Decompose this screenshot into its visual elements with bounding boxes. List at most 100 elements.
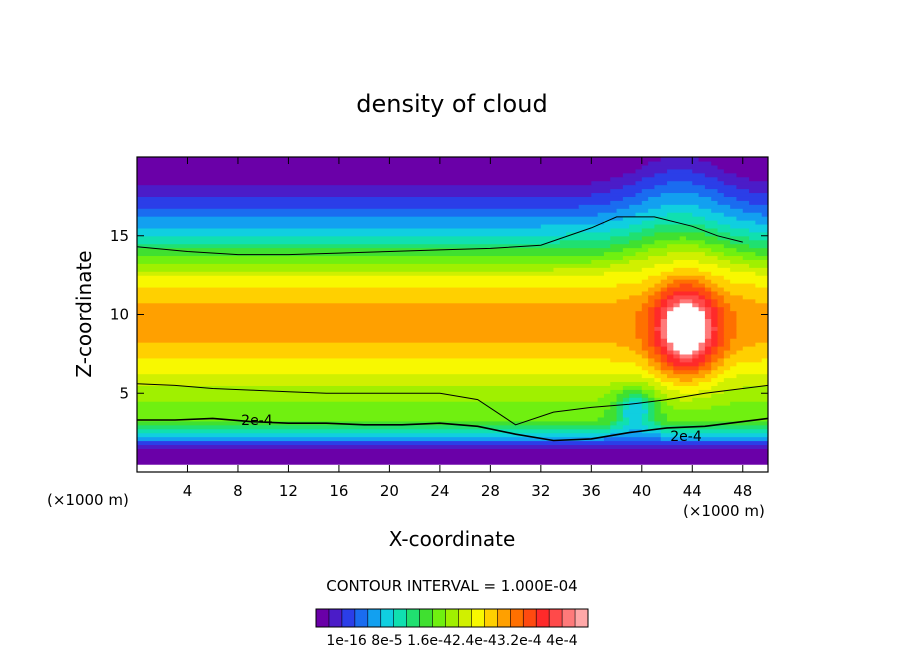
density-cell [137, 377, 656, 383]
density-cell [660, 342, 668, 347]
density-cell [667, 353, 674, 359]
density-cell [660, 420, 768, 426]
density-cell [616, 397, 624, 402]
density-cell [654, 263, 719, 268]
density-cell [667, 342, 674, 347]
density-cell [629, 420, 643, 426]
density-cell [723, 342, 731, 347]
density-cell [660, 302, 668, 308]
density-cell [654, 393, 668, 398]
density-cell [660, 298, 668, 304]
density-cell [137, 196, 624, 201]
density-cell [717, 302, 731, 308]
density-cell [641, 306, 649, 312]
density-cell [742, 385, 768, 390]
density-cell [717, 235, 750, 241]
x-unit-left: (×1000 m) [47, 491, 129, 509]
density-cell [654, 346, 662, 351]
density-cell [648, 416, 656, 422]
density-cell [679, 389, 700, 394]
density-cell [559, 239, 630, 245]
density-cell [610, 424, 624, 430]
density-cell [692, 283, 706, 288]
contour-line-2e-4 [137, 417, 768, 442]
contour-line-upper [137, 383, 768, 426]
density-cell [723, 192, 768, 197]
density-cell [654, 322, 662, 327]
density-cell [667, 294, 674, 300]
density-cell [137, 239, 561, 245]
density-cell [654, 420, 662, 426]
density-cell [629, 259, 674, 264]
density-cell [648, 196, 712, 201]
density-cell [648, 322, 656, 327]
density-cell [660, 306, 668, 312]
density-cell [698, 267, 731, 272]
density-cell [540, 223, 630, 229]
density-cell [648, 330, 656, 335]
density-cell [597, 416, 618, 422]
density-cell [692, 212, 725, 217]
density-cell [137, 397, 599, 402]
density-cell [660, 357, 668, 363]
density-cell [137, 338, 643, 343]
density-cell [730, 342, 756, 347]
density-cell [137, 176, 611, 182]
density-cell [660, 432, 768, 438]
density-cell [648, 255, 719, 260]
density-cell [723, 322, 738, 327]
density-cell [616, 208, 649, 213]
density-cell [704, 353, 712, 359]
density-cell [698, 302, 706, 308]
density-cell [137, 361, 637, 367]
density-cell [704, 306, 712, 312]
density-cell [749, 243, 768, 249]
density-cell [667, 306, 674, 312]
density-cell [667, 349, 674, 355]
density-cell [673, 381, 700, 386]
density-cell [641, 405, 649, 410]
density-cell [635, 212, 668, 217]
density-cell [648, 405, 656, 410]
density-cell [723, 361, 738, 367]
density-cell [717, 255, 744, 260]
density-cell [137, 440, 768, 446]
density-cell [723, 306, 731, 312]
density-cell [654, 338, 662, 343]
x-tick-label: 8 [233, 482, 243, 500]
density-cell [660, 349, 668, 355]
density-cell [622, 247, 649, 253]
density-cell [137, 416, 599, 422]
density-cell [704, 184, 738, 190]
density-cell [597, 212, 637, 217]
density-cell [660, 204, 700, 209]
density-cell [667, 168, 693, 174]
density-cell [591, 192, 637, 197]
density-cell [717, 338, 725, 343]
density-cell [654, 223, 706, 229]
density-cell [667, 346, 674, 351]
density-cell [736, 349, 768, 355]
density-cell [635, 310, 649, 316]
density-cell [717, 290, 731, 296]
density-cell [711, 160, 768, 166]
density-cell [723, 180, 768, 186]
density-cell [629, 428, 643, 434]
density-cell [137, 255, 624, 260]
density-cell [673, 405, 712, 410]
density-cell [704, 334, 712, 339]
density-cell [629, 346, 643, 351]
density-cell [711, 247, 738, 253]
density-cell [723, 275, 768, 280]
x-tick-label: 36 [582, 482, 601, 500]
colorbar-swatch [562, 609, 576, 627]
density-cell [648, 381, 662, 386]
density-cell [692, 302, 700, 308]
density-cell [711, 353, 725, 359]
density-cell [654, 184, 706, 190]
density-cell [717, 310, 725, 316]
density-cell [137, 267, 555, 272]
density-cell [667, 318, 706, 323]
density-cell [717, 263, 750, 268]
density-cell [629, 405, 643, 410]
